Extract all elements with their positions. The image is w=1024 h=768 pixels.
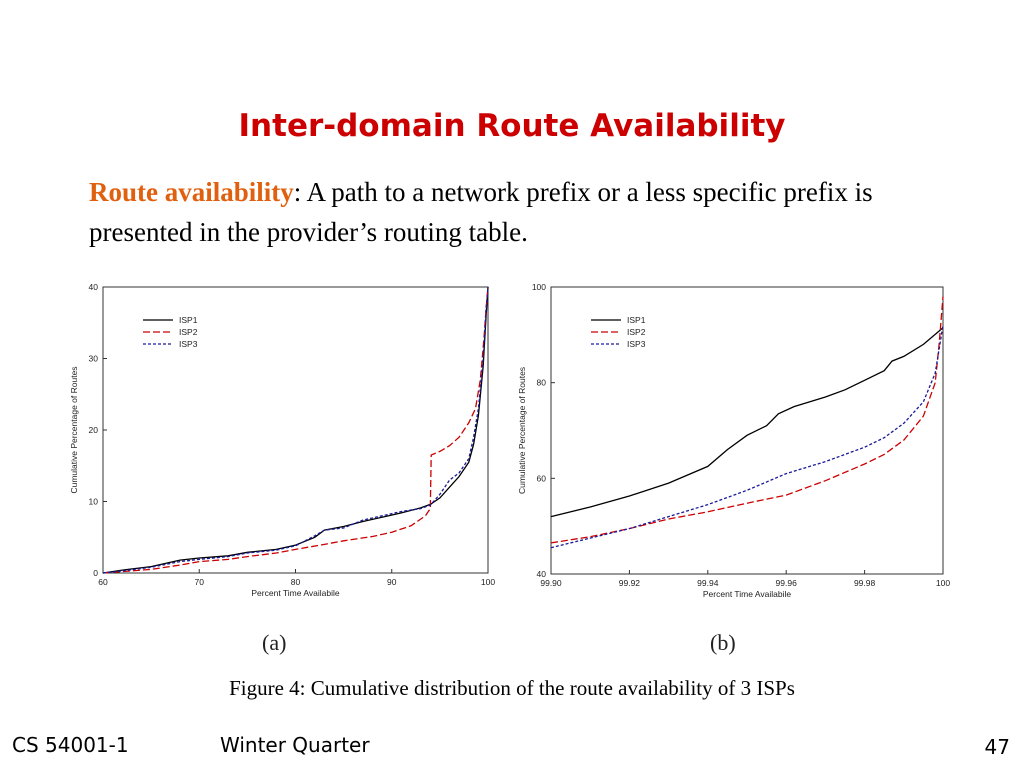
- chart-b-xtick-label: 99.98: [854, 578, 876, 588]
- page-number: 47: [984, 735, 1010, 759]
- chart-b-xtick-label: 99.90: [540, 578, 562, 588]
- chart-b: 99.90 99.92 99.94 99.96 99.98 100 40 60 80 100 Per…: [508, 280, 968, 615]
- definition-body: : A path to a network prefix or a less s…: [89, 177, 873, 247]
- chart-b-legend-label-isp3: ISP3: [627, 339, 646, 349]
- chart-a-ytick-label: 40: [89, 282, 99, 292]
- panel-label-b: (b): [710, 630, 736, 655]
- chart-b-yaxis-label: Cumulative Percentage of Routes: [517, 367, 527, 494]
- chart-a-xaxis-label: Percent Time Availabile: [251, 588, 339, 598]
- chart-b-legend-label-isp1: ISP1: [627, 315, 646, 325]
- chart-a-ytick-label: 30: [89, 354, 99, 364]
- chart-b-xtick-label: 99.96: [776, 578, 798, 588]
- panel-label-a: (a): [262, 630, 287, 655]
- slide-title: Inter-domain Route Availability: [238, 108, 786, 144]
- chart-a-legend-label-isp2: ISP2: [179, 327, 198, 337]
- chart-a-xtick-label: 100: [481, 577, 495, 587]
- chart-b-ytick-label: 60: [537, 473, 547, 483]
- chart-b-xtick-label: 99.94: [697, 578, 719, 588]
- chart-b-ytick-label: 100: [532, 282, 546, 292]
- chart-a-xtick-label: 70: [195, 577, 205, 587]
- definition-text: Route availability: A path to a network …: [89, 172, 949, 252]
- chart-a-ytick-label: 10: [89, 497, 99, 507]
- chart-a-xtick-label: 80: [291, 577, 301, 587]
- chart-a-plot-frame: [102, 286, 489, 574]
- chart-b-legend-label-isp2: ISP2: [627, 327, 646, 337]
- chart-b-series-isp3: [550, 325, 944, 549]
- chart-a-ytick-label: 0: [93, 568, 98, 578]
- chart-b-xtick-label: 99.92: [619, 578, 641, 588]
- chart-a-legend-label-isp3: ISP3: [179, 339, 198, 349]
- figure-caption: Figure 4: Cumulative distribution of the…: [229, 676, 795, 700]
- chart-a-legend-label-isp1: ISP1: [179, 315, 198, 325]
- chart-a-series-isp2: [102, 286, 489, 574]
- chart-b-plot-frame: [550, 286, 944, 575]
- chart-b-series-isp1: [550, 327, 944, 518]
- chart-a: 60 70 80 90 100 0 10 20 30 40 Percent Time Availab…: [60, 280, 500, 615]
- chart-a-ytick-label: 20: [89, 425, 99, 435]
- chart-b-ytick-label: 40: [537, 569, 547, 579]
- chart-b-series-isp2: [550, 296, 944, 544]
- footer-term: Winter Quarter: [220, 733, 370, 757]
- chart-a-series-isp1: [102, 286, 489, 574]
- chart-a-yaxis-label: Cumulative Percentage of Routes: [69, 366, 79, 493]
- chart-b-xaxis-label: Percent Time Availabile: [703, 589, 791, 599]
- chart-b-svg: 99.90 99.92 99.94 99.96 99.98 100 40 60 80 100 Per…: [517, 282, 950, 599]
- chart-a-xtick-label: 60: [98, 577, 108, 587]
- chart-a-series-isp3: [102, 286, 489, 574]
- footer-course: CS 54001-1: [12, 733, 129, 757]
- chart-a-xtick-label: 90: [387, 577, 397, 587]
- chart-a-svg: 60 70 80 90 100 0 10 20 30 40 Percent Time Availab…: [69, 282, 495, 598]
- chart-b-xtick-label: 100: [936, 578, 950, 588]
- chart-b-ytick-label: 80: [537, 378, 547, 388]
- definition-term: Route availability: [89, 177, 294, 207]
